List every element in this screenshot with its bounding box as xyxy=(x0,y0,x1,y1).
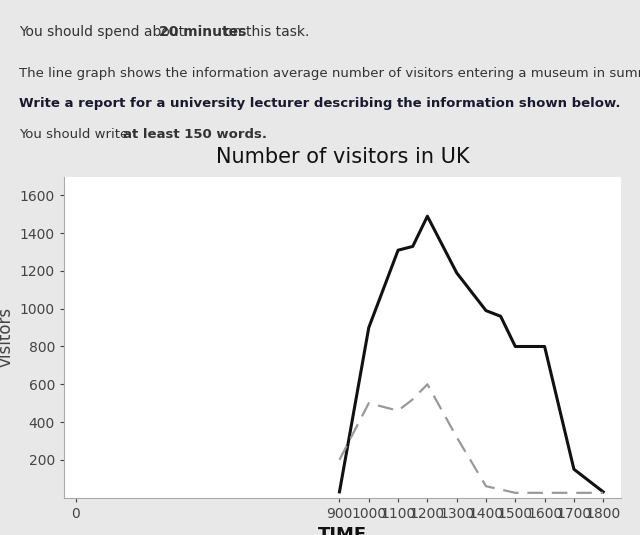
Text: at least 150 words.: at least 150 words. xyxy=(123,128,267,141)
Text: 20 minutes: 20 minutes xyxy=(159,25,246,39)
X-axis label: TIME: TIME xyxy=(318,526,367,535)
Text: on this task.: on this task. xyxy=(220,25,309,39)
Text: You should spend about: You should spend about xyxy=(19,25,189,39)
Text: The line graph shows the information average number of visitors entering a museu: The line graph shows the information ave… xyxy=(19,67,640,80)
Title: Number of visitors in UK: Number of visitors in UK xyxy=(216,147,469,167)
Text: You should write: You should write xyxy=(19,128,132,141)
Y-axis label: visitors: visitors xyxy=(0,307,14,367)
Text: Write a report for a university lecturer describing the information shown below.: Write a report for a university lecturer… xyxy=(19,97,621,110)
